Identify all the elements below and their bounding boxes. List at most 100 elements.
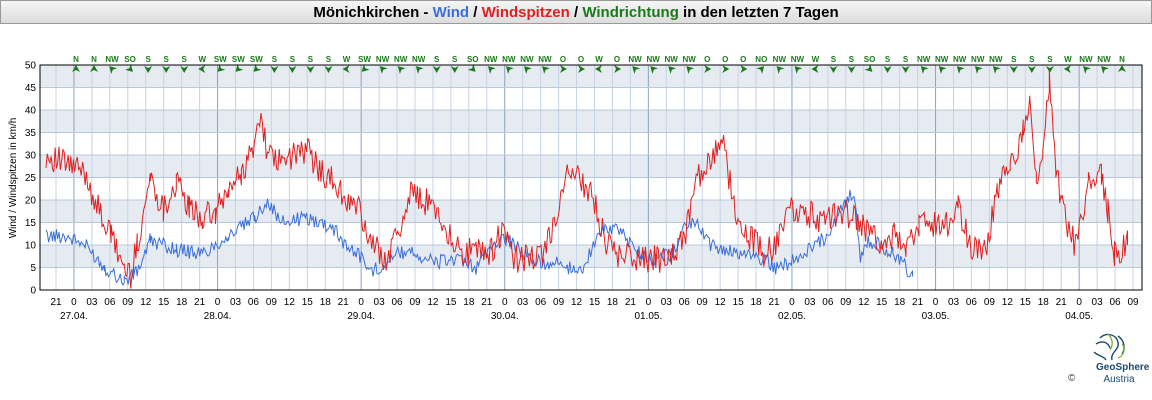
background-bands (40, 65, 1142, 268)
wind-direction-label: NW (953, 55, 967, 64)
x-tick-label: 09 (409, 297, 421, 308)
x-tick-label: 21 (768, 297, 780, 308)
grid-band (40, 65, 1142, 88)
wind-direction-label: SW (250, 55, 263, 64)
grid-band (40, 200, 1142, 223)
x-tick-label: 12 (1002, 297, 1014, 308)
wind-direction-arrow (125, 64, 133, 72)
x-date-label: 28.04. (204, 311, 232, 322)
x-tick-label: 21 (50, 297, 62, 308)
title-sep-1: / (469, 3, 482, 21)
wind-direction-label: NW (376, 55, 390, 64)
x-tick-label: 21 (338, 297, 350, 308)
wind-direction-arrow (559, 65, 567, 73)
wind-direction-arrow (467, 64, 476, 72)
wind-direction-label: S (434, 55, 440, 64)
wind-direction-arrow (217, 64, 226, 72)
wind-direction-label: S (164, 55, 170, 64)
x-tick-label: 0 (358, 297, 364, 308)
wind-direction-arrow (144, 66, 153, 73)
wind-direction-arrow (847, 66, 856, 73)
wind-direction-arrow (487, 66, 496, 74)
wind-direction-arrow (776, 66, 785, 74)
wind-direction-label: NW (646, 55, 660, 64)
wind-direction-label: NW (773, 55, 787, 64)
y-tick-label: 0 (30, 286, 36, 297)
wind-direction-label: NW (484, 55, 498, 64)
x-tick-label: 09 (840, 297, 852, 308)
wind-direction-label: SW (232, 55, 245, 64)
y-tick-label: 35 (25, 128, 37, 139)
x-tick-label: 12 (715, 297, 727, 308)
x-date-labels: 27.04. 28.04. 29.04. 30.04. 01.05. 02.05. 03.0… (60, 311, 1093, 322)
x-tick-label: 03 (1092, 297, 1104, 308)
x-tick-label: 15 (876, 297, 888, 308)
wind-direction-label: S (290, 55, 296, 64)
wind-direction-label: S (308, 55, 314, 64)
y-axis-ticks: 0 5 10 15 20 25 30 35 40 45 50 (25, 61, 37, 297)
x-tick-label: 21 (912, 297, 924, 308)
y-tick-label: 10 (25, 241, 37, 252)
x-date-label: 02.05. (778, 311, 806, 322)
x-tick-label: 06 (391, 297, 403, 308)
x-tick-label: 06 (104, 297, 116, 308)
wind-direction-label: S (182, 55, 188, 64)
x-tick-label: 09 (122, 297, 134, 308)
chart-title: Mönichkirchen - Wind / Windspitzen / Win… (0, 0, 1152, 24)
wind-direction-label: W (812, 55, 820, 64)
wind-direction-label: NW (989, 55, 1003, 64)
wind-direction-arrow (577, 65, 585, 73)
wind-direction-label: NW (105, 55, 119, 64)
plot-frame (39, 64, 1143, 291)
x-tick-label: 12 (858, 297, 870, 308)
x-tick-label: 15 (589, 297, 601, 308)
wind-direction-arrow (974, 66, 983, 74)
x-date-label: 04.05. (1065, 311, 1093, 322)
x-tick-label: 03 (948, 297, 960, 308)
x-tick-label: 15 (158, 297, 170, 308)
y-tick-label: 5 (30, 263, 36, 274)
x-tick-label: 0 (502, 297, 508, 308)
x-date-label: 03.05. (922, 311, 950, 322)
x-tick-label: 03 (86, 297, 98, 308)
wind-direction-label: N (91, 55, 97, 64)
x-date-label: 29.04. (347, 311, 375, 322)
wind-direction-label: S (272, 55, 278, 64)
wind-direction-label: NW (791, 55, 805, 64)
y-tick-label: 50 (25, 61, 37, 72)
wind-direction-label: W (343, 55, 351, 64)
wind-direction-arrow (1009, 66, 1018, 73)
wind-direction-label: O (560, 55, 566, 64)
x-tick-label: 06 (1109, 297, 1121, 308)
x-tick-label: 15 (1020, 297, 1032, 308)
wind-direction-label: SW (358, 55, 371, 64)
wind-direction-arrow (379, 66, 388, 74)
wind-direction-arrow (72, 65, 80, 72)
x-tick-label: 09 (697, 297, 709, 308)
wind-direction-label: S (145, 55, 151, 64)
title-location: Mönichkirchen - (313, 3, 433, 21)
title-suffix: in den letzten 7 Tagen (678, 3, 839, 21)
wind-direction-arrow (668, 66, 677, 74)
wind-direction-arrow (306, 66, 315, 73)
wind-direction-arrow (614, 65, 622, 73)
x-tick-label: 0 (1076, 297, 1082, 308)
title-sep-2: / (569, 3, 583, 21)
wind-direction-label: NW (935, 55, 949, 64)
wind-direction-arrow (90, 65, 99, 72)
wind-direction-arrow (542, 66, 550, 74)
x-tick-label: 0 (71, 297, 77, 308)
x-tick-label: 18 (320, 297, 332, 308)
wind-direction-arrow (361, 64, 370, 72)
wind-direction-arrow (1063, 65, 1071, 73)
x-tick-label: 0 (789, 297, 795, 308)
x-tick-label: 09 (553, 297, 565, 308)
logo-sub: Austria (1103, 374, 1135, 385)
wind-direction-label: W (1064, 55, 1072, 64)
wind-direction-label: NW (683, 55, 697, 64)
wind-direction-arrow (722, 65, 730, 73)
x-tick-label: 03 (804, 297, 816, 308)
series-lines (45, 69, 1128, 289)
y-tick-label: 30 (25, 151, 37, 162)
title-windspitzen: Windspitzen (481, 3, 570, 21)
